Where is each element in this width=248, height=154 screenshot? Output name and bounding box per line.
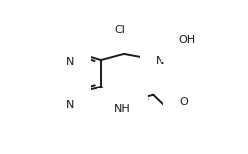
Text: N: N — [156, 56, 165, 66]
Text: Cl: Cl — [114, 25, 125, 35]
Text: O: O — [180, 97, 188, 107]
Text: N: N — [66, 57, 74, 67]
Text: NH: NH — [114, 104, 131, 114]
Text: O: O — [53, 77, 62, 87]
Text: N: N — [66, 100, 74, 110]
Text: OH: OH — [178, 35, 195, 45]
